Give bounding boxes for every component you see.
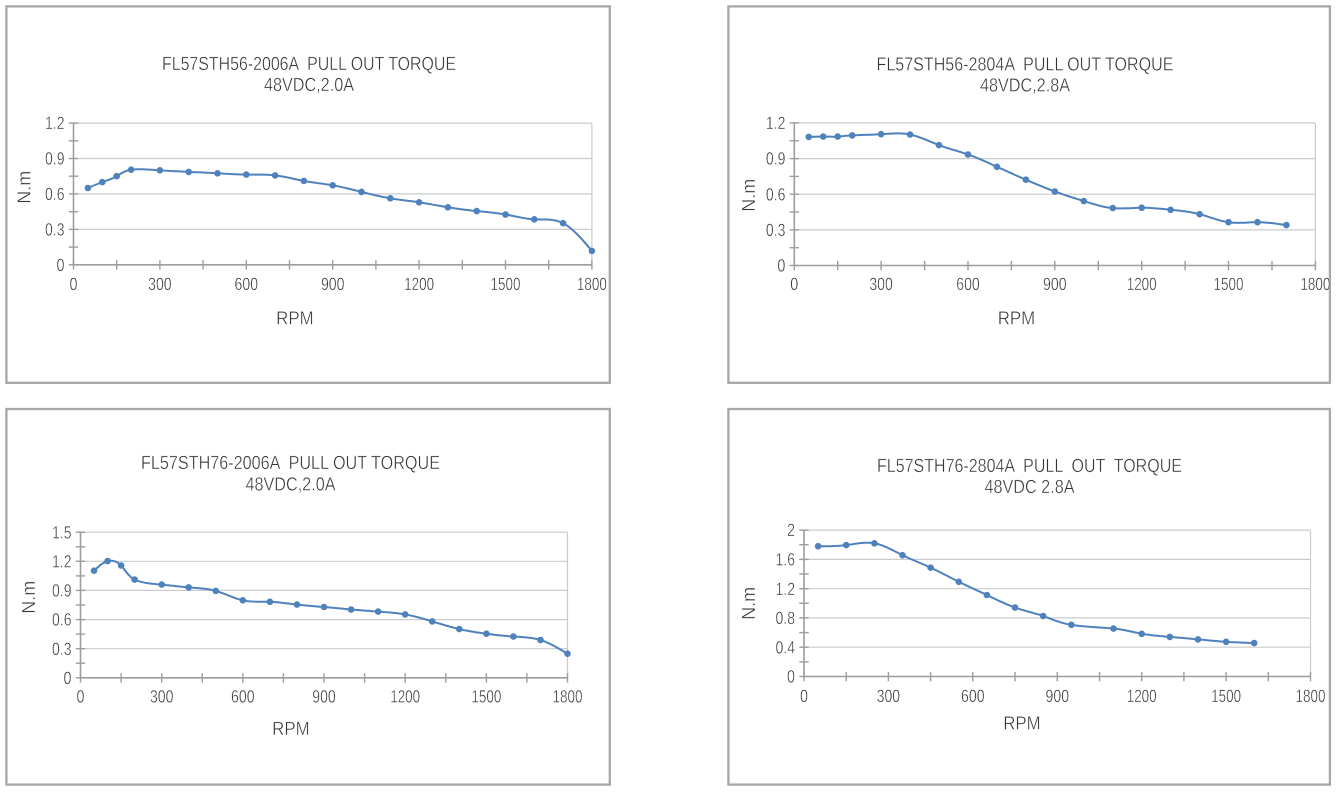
svg-text:0.3: 0.3 <box>766 220 786 240</box>
svg-text:48VDC,2.0A: 48VDC,2.0A <box>246 474 336 495</box>
svg-text:0.6: 0.6 <box>52 610 72 630</box>
svg-text:0.3: 0.3 <box>45 220 65 240</box>
svg-text:1200: 1200 <box>404 274 434 294</box>
svg-text:RPM: RPM <box>998 309 1036 330</box>
svg-text:FL57STH56-2006A PULL OUT TORQ: FL57STH56-2006A PULL OUT TORQUE <box>162 54 456 75</box>
svg-text:0.8: 0.8 <box>776 608 796 628</box>
svg-text:1200: 1200 <box>1127 274 1157 294</box>
svg-text:RPM: RPM <box>272 719 310 740</box>
svg-text:FL57STH56-2804A PULL OUT TORQ: FL57STH56-2804A PULL OUT TORQUE <box>877 55 1174 76</box>
svg-text:1500: 1500 <box>1214 274 1244 294</box>
svg-text:FL57STH76-2006A PULL OUT TORQ: FL57STH76-2006A PULL OUT TORQUE <box>141 453 440 474</box>
svg-text:1800: 1800 <box>553 686 583 706</box>
svg-text:600: 600 <box>231 686 255 706</box>
svg-text:1500: 1500 <box>491 274 521 294</box>
svg-text:300: 300 <box>150 686 174 706</box>
svg-text:0.9: 0.9 <box>45 149 65 169</box>
svg-text:900: 900 <box>321 274 345 294</box>
svg-text:0: 0 <box>787 667 795 687</box>
svg-text:1800: 1800 <box>1296 686 1326 706</box>
svg-text:1200: 1200 <box>390 686 420 706</box>
svg-text:900: 900 <box>1046 686 1070 706</box>
svg-text:0.6: 0.6 <box>45 184 65 204</box>
svg-text:N.m: N.m <box>739 587 760 620</box>
svg-text:48VDC,2.8A: 48VDC,2.8A <box>980 76 1070 97</box>
svg-text:N.m: N.m <box>19 581 40 614</box>
svg-text:1500: 1500 <box>471 686 501 706</box>
svg-text:1.2: 1.2 <box>776 579 796 599</box>
svg-text:600: 600 <box>235 274 259 294</box>
svg-text:600: 600 <box>961 686 985 706</box>
svg-text:48VDC,2.0A: 48VDC,2.0A <box>264 75 354 96</box>
svg-text:0: 0 <box>77 686 85 706</box>
svg-text:0: 0 <box>64 668 72 688</box>
svg-text:1500: 1500 <box>1211 686 1241 706</box>
svg-text:0.9: 0.9 <box>766 149 786 169</box>
svg-text:1.2: 1.2 <box>45 113 65 133</box>
svg-text:0.3: 0.3 <box>52 639 72 659</box>
svg-text:1.2: 1.2 <box>766 113 786 133</box>
svg-text:1.6: 1.6 <box>776 550 796 570</box>
svg-text:1800: 1800 <box>577 274 607 294</box>
svg-text:RPM: RPM <box>1003 714 1041 735</box>
svg-text:0: 0 <box>57 255 65 275</box>
svg-text:N.m: N.m <box>739 179 760 212</box>
svg-text:0: 0 <box>777 256 785 276</box>
svg-text:900: 900 <box>312 686 336 706</box>
svg-text:0.9: 0.9 <box>52 581 72 601</box>
svg-text:FL57STH76-2804A PULL OUT TO: FL57STH76-2804A PULL OUT TORQUE <box>877 456 1182 477</box>
svg-text:1800: 1800 <box>1300 274 1330 294</box>
svg-text:2: 2 <box>787 520 795 540</box>
svg-text:300: 300 <box>877 686 901 706</box>
svg-text:N.m: N.m <box>15 171 36 204</box>
svg-text:1.5: 1.5 <box>52 522 72 542</box>
svg-text:1200: 1200 <box>1127 686 1157 706</box>
svg-text:300: 300 <box>148 274 172 294</box>
svg-text:300: 300 <box>869 274 893 294</box>
svg-text:RPM: RPM <box>276 308 314 329</box>
svg-text:600: 600 <box>956 274 980 294</box>
svg-text:900: 900 <box>1043 274 1067 294</box>
svg-text:0: 0 <box>70 274 78 294</box>
svg-text:0: 0 <box>800 686 808 706</box>
svg-text:0: 0 <box>790 274 798 294</box>
svg-text:48VDC 2.8A: 48VDC 2.8A <box>985 477 1075 498</box>
svg-text:0.6: 0.6 <box>766 184 786 204</box>
svg-text:0.4: 0.4 <box>776 637 796 657</box>
svg-text:1.2: 1.2 <box>52 551 72 571</box>
